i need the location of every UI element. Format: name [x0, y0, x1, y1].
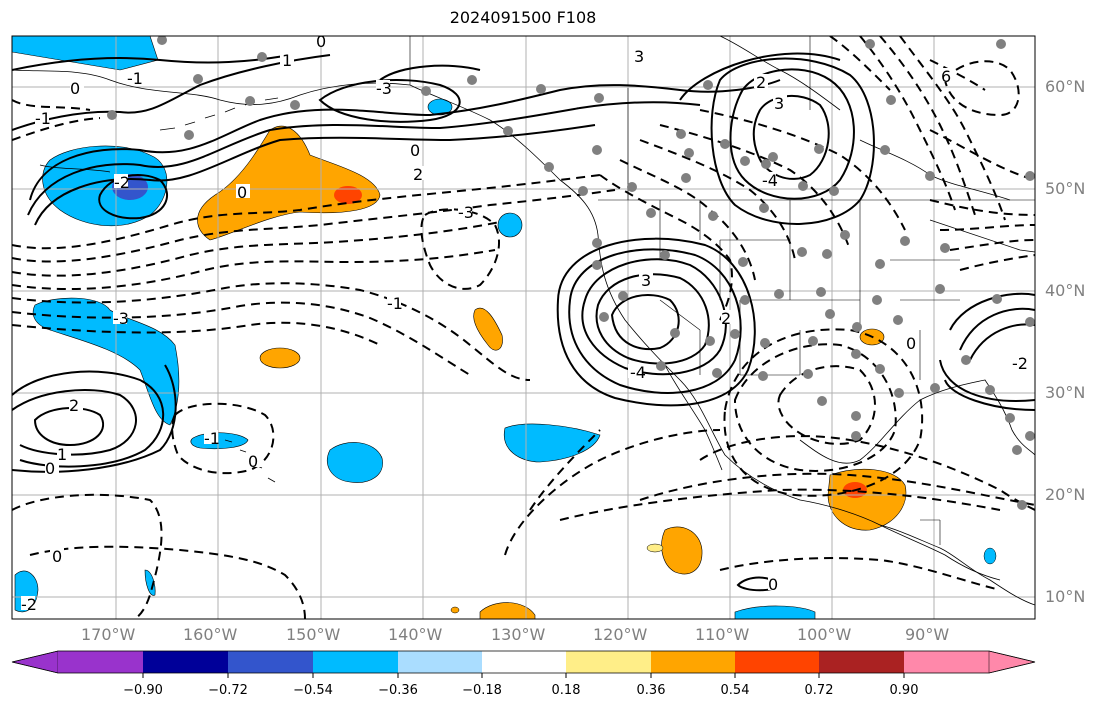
lat-label-40n: 40°N — [1045, 281, 1086, 300]
svg-text:-2: -2 — [21, 595, 37, 614]
svg-text:2: 2 — [413, 165, 423, 184]
positive-contours — [12, 52, 1035, 592]
colorbar-tick-label: −0.36 — [378, 683, 418, 698]
colorbar-tick-label: −0.72 — [208, 683, 248, 698]
colorbar-segment-1 — [58, 651, 143, 673]
negative-contours — [12, 36, 1035, 619]
colorbar-tick-label: −0.90 — [123, 683, 163, 698]
colorbar-segment-10 — [819, 651, 904, 673]
lon-label-110w: 110°W — [695, 625, 750, 644]
svg-text:-3: -3 — [376, 79, 392, 98]
svg-text:-2: -2 — [114, 173, 130, 192]
svg-text:0: 0 — [316, 32, 326, 51]
lon-label-140w: 140°W — [388, 625, 443, 644]
svg-text:-4: -4 — [630, 363, 646, 382]
svg-text:0: 0 — [410, 141, 420, 160]
colorbar-segment-9 — [735, 651, 819, 673]
svg-text:-3: -3 — [113, 309, 129, 328]
svg-text:0: 0 — [248, 452, 258, 471]
colorbar-tick-label: −0.18 — [462, 683, 502, 698]
colorbar-segment-3 — [228, 651, 313, 673]
colorbar-segment-5 — [398, 651, 482, 673]
svg-text:0: 0 — [906, 334, 916, 353]
colorbar-segment-6 — [482, 651, 566, 673]
svg-text:-1: -1 — [204, 429, 220, 448]
svg-text:1: 1 — [57, 445, 67, 464]
svg-text:0: 0 — [52, 547, 62, 566]
lon-label-170w: 170°W — [81, 625, 136, 644]
svg-text:2: 2 — [756, 73, 766, 92]
shaded-anomaly-regions — [12, 36, 997, 619]
colorbar-segment-8 — [651, 651, 735, 673]
lat-label-50n: 50°N — [1045, 179, 1086, 198]
station-markers — [107, 36, 1035, 510]
svg-text:-1: -1 — [387, 294, 403, 313]
svg-text:-1: -1 — [127, 69, 143, 88]
colorbar-segment-11 — [904, 651, 989, 673]
colorbar-segment-4 — [313, 651, 398, 673]
colorbar — [11, 650, 1036, 678]
svg-text:0: 0 — [70, 79, 80, 98]
lon-label-120w: 120°W — [593, 625, 648, 644]
svg-text:6: 6 — [941, 67, 951, 86]
colorbar-tick-label: 0.18 — [551, 683, 581, 698]
lon-label-130w: 130°W — [491, 625, 546, 644]
contour-labels: -1 0 -1 1 0 -3 -3 0 2 3 2 3 -4 6 -2 0 -3… — [21, 32, 1028, 614]
lat-label-60n: 60°N — [1045, 77, 1086, 96]
svg-text:0: 0 — [237, 183, 247, 202]
chart-title: 2024091500 F108 — [449, 8, 597, 27]
colorbar-tick-label: 0.72 — [804, 683, 834, 698]
colorbar-tick-label: −0.54 — [293, 683, 333, 698]
svg-text:2: 2 — [69, 396, 79, 415]
colorbar-tick-label: 0.54 — [720, 683, 750, 698]
svg-text:1: 1 — [282, 51, 292, 70]
svg-text:-1: -1 — [35, 109, 51, 128]
lon-label-160w: 160°W — [183, 625, 238, 644]
lat-label-30n: 30°N — [1045, 383, 1086, 402]
svg-text:-2: -2 — [1012, 354, 1028, 373]
lon-label-100w: 100°W — [797, 625, 852, 644]
colorbar-segment-12 — [988, 650, 1036, 674]
colorbar-tick-label: 0.90 — [889, 683, 919, 698]
colorbar-segment-0 — [11, 650, 59, 674]
svg-text:3: 3 — [634, 47, 644, 66]
lon-label-150w: 150°W — [286, 625, 341, 644]
lon-label-90w: 90°W — [905, 625, 950, 644]
colorbar-segment-2 — [143, 651, 228, 673]
svg-text:3: 3 — [641, 271, 651, 290]
svg-text:-3: -3 — [458, 203, 474, 222]
gridlines — [12, 36, 1035, 619]
svg-text:0: 0 — [768, 575, 778, 594]
lat-label-20n: 20°N — [1045, 485, 1086, 504]
contour-label-backgrounds — [21, 36, 1026, 610]
colorbar-tick-label: 0.36 — [636, 683, 666, 698]
svg-text:0: 0 — [45, 459, 55, 478]
colorbar-segment-7 — [566, 651, 651, 673]
plot-frame — [11, 35, 1036, 620]
svg-text:-4: -4 — [762, 171, 778, 190]
lat-label-10n: 10°N — [1045, 587, 1086, 606]
svg-text:2: 2 — [721, 309, 731, 328]
svg-text:3: 3 — [774, 94, 784, 113]
